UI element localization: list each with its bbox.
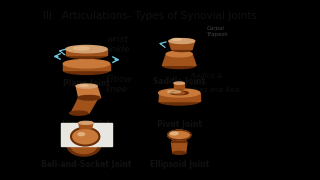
Text: Hinge Joint: Hinge Joint — [62, 120, 110, 129]
Ellipse shape — [174, 82, 184, 84]
Text: Ball-and-Socket Joint: Ball-and-Socket Joint — [41, 160, 132, 169]
Text: III.  Articulations- Types of Synovial Joints: III. Articulations- Types of Synovial Jo… — [43, 11, 257, 21]
Polygon shape — [66, 49, 107, 55]
Text: Ellipsoid Joint: Ellipsoid Joint — [149, 160, 209, 169]
Ellipse shape — [159, 89, 200, 97]
Ellipse shape — [71, 138, 97, 154]
Polygon shape — [79, 123, 93, 129]
Ellipse shape — [166, 51, 192, 57]
Ellipse shape — [170, 91, 188, 95]
Ellipse shape — [168, 91, 180, 93]
Ellipse shape — [70, 111, 88, 115]
Ellipse shape — [168, 130, 191, 140]
Text: Carpal
Trapezii: Carpal Trapezii — [206, 26, 228, 37]
Ellipse shape — [159, 97, 200, 105]
Ellipse shape — [67, 135, 101, 156]
Ellipse shape — [172, 47, 192, 52]
Ellipse shape — [78, 95, 100, 100]
Ellipse shape — [78, 133, 84, 136]
Polygon shape — [172, 138, 187, 142]
Polygon shape — [61, 123, 112, 145]
Text: wrist
ankle: wrist ankle — [106, 35, 130, 54]
Polygon shape — [63, 64, 110, 70]
Polygon shape — [163, 54, 196, 65]
Polygon shape — [76, 86, 101, 98]
Ellipse shape — [170, 132, 178, 135]
Polygon shape — [169, 41, 195, 49]
Ellipse shape — [74, 47, 89, 50]
Ellipse shape — [80, 85, 88, 86]
Ellipse shape — [66, 51, 107, 58]
Ellipse shape — [173, 151, 186, 154]
Text: Plane Joint: Plane Joint — [63, 79, 110, 88]
Ellipse shape — [174, 87, 184, 89]
Text: Elbow
knee: Elbow knee — [106, 75, 133, 95]
Circle shape — [71, 128, 100, 145]
Polygon shape — [71, 98, 98, 113]
Ellipse shape — [63, 66, 110, 74]
Polygon shape — [159, 93, 200, 101]
Polygon shape — [174, 83, 184, 88]
Ellipse shape — [174, 92, 184, 94]
Text: Saddle Joint: Saddle Joint — [153, 77, 205, 86]
Text: Radius &
Ulna
Atles and Axis: Radius & Ulna Atles and Axis — [191, 73, 240, 93]
Ellipse shape — [172, 39, 181, 40]
Ellipse shape — [79, 121, 93, 124]
Ellipse shape — [163, 62, 196, 69]
Ellipse shape — [169, 39, 195, 44]
Polygon shape — [172, 142, 187, 153]
Ellipse shape — [66, 46, 107, 53]
Ellipse shape — [76, 84, 97, 88]
Ellipse shape — [63, 60, 110, 68]
Text: Pivot Joint: Pivot Joint — [157, 120, 202, 129]
